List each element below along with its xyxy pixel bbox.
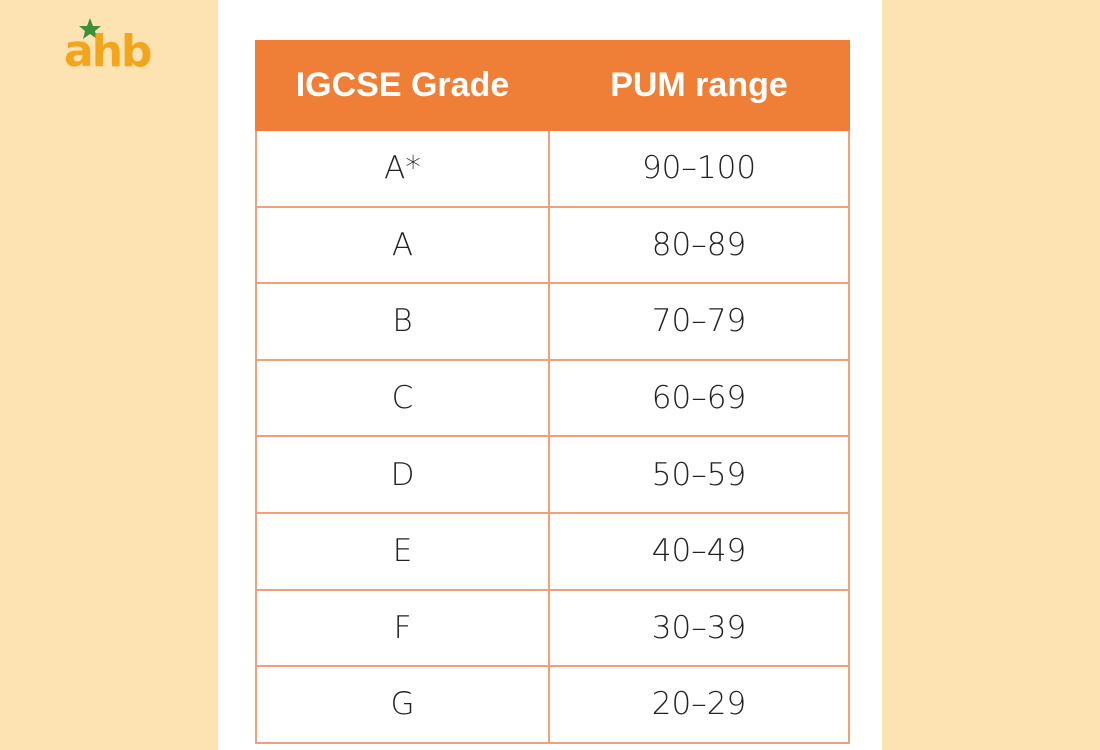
logo-star xyxy=(79,18,101,39)
range-cell: 80–89 xyxy=(548,205,850,285)
range-cell: 50–59 xyxy=(548,435,850,514)
table-row: D 50–59 xyxy=(255,435,850,514)
table-row: A 80–89 xyxy=(255,205,850,285)
table-row: A* 90–100 xyxy=(255,129,850,208)
grade-cell: G xyxy=(255,665,550,744)
grade-cell: F xyxy=(255,588,550,668)
range-cell: 70–79 xyxy=(548,282,850,361)
table-body: A* 90–100 A 80–89 B 70–79 C 60–69 D 50–59 E 40–49 F 3… xyxy=(255,129,850,744)
grade-cell: C xyxy=(255,358,550,438)
header-row: IGCSE Grade PUM range xyxy=(255,40,850,131)
range-cell: 40–49 xyxy=(548,511,850,591)
header-cell: IGCSE Grade xyxy=(255,40,550,131)
grade-table: IGCSE Grade PUM range A* 90–100 A 80–89 B 70–7… xyxy=(255,40,850,744)
grade-cell: D xyxy=(255,435,550,514)
grade-cell: E xyxy=(255,511,550,591)
logo: ahb xyxy=(60,18,160,82)
range-cell: 30–39 xyxy=(548,588,850,668)
table-row: C 60–69 xyxy=(255,358,850,438)
range-cell: 90–100 xyxy=(548,129,850,208)
table-row: B 70–79 xyxy=(255,282,850,361)
table-row: F 30–39 xyxy=(255,588,850,668)
grade-cell: B xyxy=(255,282,550,361)
header-cell: PUM range xyxy=(548,40,850,131)
table-row: E 40–49 xyxy=(255,511,850,591)
table-row: G 20–29 xyxy=(255,665,850,744)
grade-cell: A xyxy=(255,205,550,285)
range-cell: 60–69 xyxy=(548,358,850,438)
range-cell: 20–29 xyxy=(548,665,850,744)
logo-text: ahb xyxy=(64,26,153,77)
grade-cell: A* xyxy=(255,129,550,208)
